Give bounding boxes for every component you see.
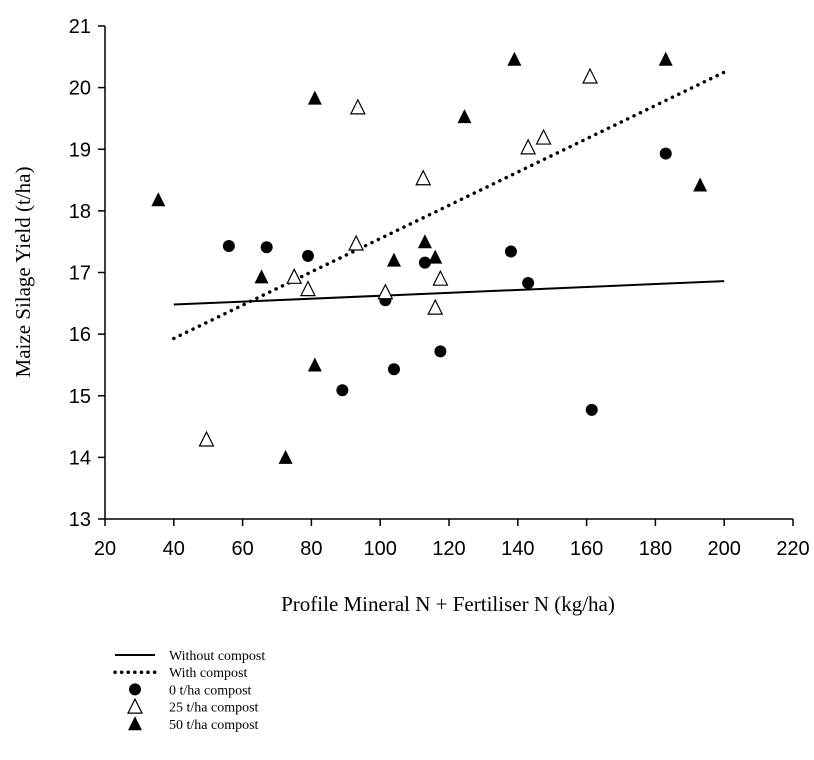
data-point xyxy=(349,98,366,115)
legend-label: With compost xyxy=(169,666,247,681)
data-point xyxy=(151,192,166,207)
x-tick-label: 140 xyxy=(501,538,534,560)
data-point xyxy=(457,109,472,124)
x-tick-label: 40 xyxy=(163,538,185,560)
legend-label: 50 t/ha compost xyxy=(169,718,259,733)
axes: 20 40 60 80 100 120 140 160 180 200 220 13 14 15 16 17 1… xyxy=(69,16,810,560)
legend-symbol-circle-filled xyxy=(129,683,141,696)
data-point xyxy=(301,249,314,262)
data-point xyxy=(254,269,269,284)
data-point xyxy=(417,234,432,249)
y-tick-label: 17 xyxy=(69,263,91,285)
x-tick-label: 180 xyxy=(639,538,672,560)
data-point xyxy=(658,51,673,66)
y-tick-label: 19 xyxy=(69,139,91,161)
data-point xyxy=(348,234,365,251)
data-point xyxy=(434,345,447,358)
data-point xyxy=(415,169,432,186)
data-point xyxy=(535,128,552,145)
y-tick-label: 18 xyxy=(69,201,91,223)
legend-symbol-triangle-open xyxy=(127,697,143,714)
data-point xyxy=(504,245,517,258)
y-axis-title: Maize Silage Yield (t/ha) xyxy=(11,167,35,378)
x-tick-label: 200 xyxy=(708,538,741,560)
data-point xyxy=(336,384,349,397)
data-point xyxy=(520,138,537,155)
data-point xyxy=(386,252,401,267)
data-point xyxy=(387,363,400,376)
x-axis-title: Profile Mineral N + Fertiliser N (kg/ha) xyxy=(281,592,615,616)
x-tick-label: 160 xyxy=(570,538,603,560)
data-point xyxy=(507,51,522,66)
trendline-with-compost xyxy=(172,70,726,341)
legend-label: 25 t/ha compost xyxy=(169,701,259,716)
data-point xyxy=(198,430,215,447)
data-point xyxy=(278,449,293,464)
x-tick-label: 220 xyxy=(776,538,809,560)
data-point xyxy=(427,298,444,315)
data-point xyxy=(418,256,431,269)
x-tick-label: 80 xyxy=(300,538,322,560)
legend-label: 0 t/ha compost xyxy=(169,683,252,698)
data-point xyxy=(582,67,599,84)
x-tick-label: 120 xyxy=(432,538,465,560)
y-tick-label: 20 xyxy=(69,78,91,100)
data-point xyxy=(432,269,449,286)
trendline-without-compost xyxy=(173,280,725,306)
data-point xyxy=(585,403,598,416)
data-point xyxy=(286,267,303,284)
data-point xyxy=(222,240,235,253)
data-point xyxy=(693,177,708,192)
legend: Without compost With compost 0 t/ha compos… xyxy=(113,649,265,733)
y-tick-label: 14 xyxy=(69,447,91,469)
data-point xyxy=(377,283,394,300)
x-tick-label: 60 xyxy=(231,538,253,560)
data-point xyxy=(307,90,322,105)
legend-label: Without compost xyxy=(169,649,265,664)
data-point xyxy=(307,357,322,372)
data-point xyxy=(428,249,443,264)
data-point xyxy=(260,241,273,254)
data-point xyxy=(659,147,672,160)
data-point xyxy=(522,276,535,289)
data-point xyxy=(299,280,316,297)
y-tick-label: 13 xyxy=(69,509,91,531)
x-tick-label: 100 xyxy=(364,538,397,560)
y-tick-label: 15 xyxy=(69,386,91,408)
y-tick-label: 16 xyxy=(69,324,91,346)
y-tick-label: 21 xyxy=(69,16,91,38)
x-tick-label: 20 xyxy=(94,538,116,560)
plot-area xyxy=(151,51,726,464)
legend-symbol-triangle-filled xyxy=(128,716,142,731)
